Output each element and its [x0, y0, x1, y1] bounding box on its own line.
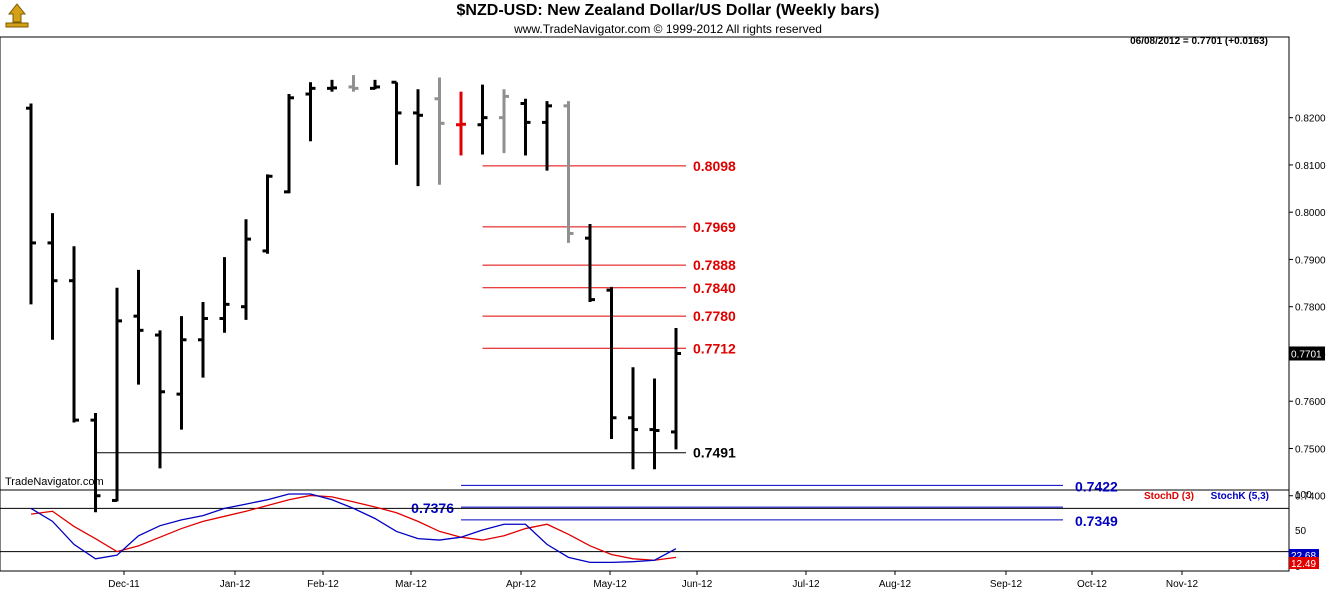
price-bar [434, 77, 445, 185]
x-tick-label: Jan-12 [220, 579, 251, 590]
price-bar [262, 174, 273, 254]
price-bar [26, 103, 36, 305]
price-bar [542, 101, 552, 171]
stochastic-value-label: 12.49 [1291, 559, 1316, 570]
price-panel-frame [0, 36, 1290, 491]
level-label: 0.7349 [1075, 513, 1118, 529]
price-bar [219, 257, 230, 333]
last-price-marker [1289, 346, 1325, 361]
price-bar [585, 223, 595, 302]
last-price-label: 0.7701 [1291, 349, 1322, 360]
price-bar [47, 213, 58, 340]
x-tick-label: Mar-12 [395, 579, 427, 590]
stochastic-tick-label: 50 [1295, 526, 1307, 537]
level-label: 0.7376 [411, 500, 454, 516]
y-tick-label: 0.7900 [1295, 255, 1326, 266]
price-bar [198, 301, 208, 378]
price-bar [133, 269, 144, 385]
x-tick-label: May-12 [593, 579, 627, 590]
x-tick-label: Apr-12 [506, 579, 536, 590]
price-bar [327, 79, 337, 92]
price-bar [477, 84, 488, 155]
level-label: 0.8098 [693, 158, 736, 174]
y-tick-label: 0.7700 [1295, 350, 1326, 361]
price-bar [241, 219, 251, 320]
price-bar [69, 246, 79, 423]
price-bar [628, 367, 638, 470]
price-bar [606, 286, 617, 440]
price-bar [499, 89, 509, 154]
stochastic-value-label: 22.68 [1291, 551, 1316, 562]
stochd-legend: StochD (3) [1144, 491, 1194, 502]
y-tick-label: 0.7500 [1295, 444, 1326, 455]
x-tick-label: Aug-12 [879, 579, 912, 590]
price-bar [649, 378, 660, 470]
level-label: 0.7969 [693, 219, 736, 235]
y-tick-label: 0.8000 [1295, 208, 1326, 219]
stochastic-line [30, 493, 677, 564]
trade-navigator-logo [2, 2, 32, 30]
stochastic-value-marker [1289, 557, 1319, 569]
price-bar [456, 91, 466, 156]
y-tick-label: 0.7600 [1295, 397, 1326, 408]
price-bar [391, 80, 402, 165]
level-label: 0.7491 [693, 445, 736, 461]
stochastic-tick-label: 0 [1295, 562, 1301, 573]
copyright-subtitle: www.TradeNavigator.com © 1999-2012 All r… [514, 22, 822, 36]
chart-frame [0, 36, 1290, 572]
price-bar [155, 330, 165, 469]
price-bar [413, 89, 423, 187]
price-bar [370, 79, 380, 90]
stochastic-panel-frame [0, 489, 1290, 572]
price-bar [520, 98, 531, 156]
x-tick-label: Oct-12 [1077, 579, 1107, 590]
level-label: 0.7780 [693, 308, 736, 324]
price-bars [26, 75, 681, 513]
x-tick-label: Jul-12 [792, 579, 820, 590]
level-label: 0.7888 [693, 257, 736, 273]
x-tick-label: Jun-12 [682, 579, 713, 590]
last-value-readout: 06/08/2012 = 0.7701 (+0.0163) [1130, 36, 1268, 47]
price-bar [90, 413, 101, 513]
x-tick-label: Feb-12 [307, 579, 339, 590]
price-bar [671, 327, 681, 450]
price-bar [305, 82, 316, 142]
x-tick-label: Nov-12 [1166, 579, 1199, 590]
level-label: 0.7840 [693, 280, 736, 296]
x-tick-label: Dec-11 [108, 579, 140, 590]
price-bar [176, 316, 187, 430]
stochastic-tick-label: 100 [1295, 490, 1312, 501]
price-bar [284, 94, 294, 194]
stochk-legend: StochK (5,3) [1210, 491, 1269, 502]
stochastic-value-marker [1289, 549, 1319, 561]
price-levels: 0.8098 0.7969 0.7888 0.7840 0.7780 0.7712 0.74… [95, 158, 1118, 529]
x-tick-label: Sep-12 [990, 579, 1023, 590]
stochastic-line [30, 494, 677, 561]
price-bar [112, 287, 122, 502]
y-tick-label: 0.8100 [1295, 161, 1326, 172]
watermark: TradeNavigator.com [5, 476, 104, 488]
chart-title: $NZD-USD: New Zealand Dollar/US Dollar (… [456, 2, 880, 19]
y-tick-label: 0.8200 [1295, 114, 1326, 125]
price-axis: 0.7400 0.7500 0.7600 0.7700 0.7800 0.7900 0.80… [1289, 114, 1326, 503]
price-bar [563, 101, 574, 243]
date-axis: Dec-11 Jan-12 Feb-12 Mar-12 Apr-12 May-12 Jun-… [108, 571, 1199, 590]
level-label: 0.7712 [693, 340, 736, 356]
y-tick-label: 0.7800 [1295, 303, 1326, 314]
y-tick-label: 0.7400 [1295, 492, 1326, 503]
price-bar [348, 75, 359, 92]
